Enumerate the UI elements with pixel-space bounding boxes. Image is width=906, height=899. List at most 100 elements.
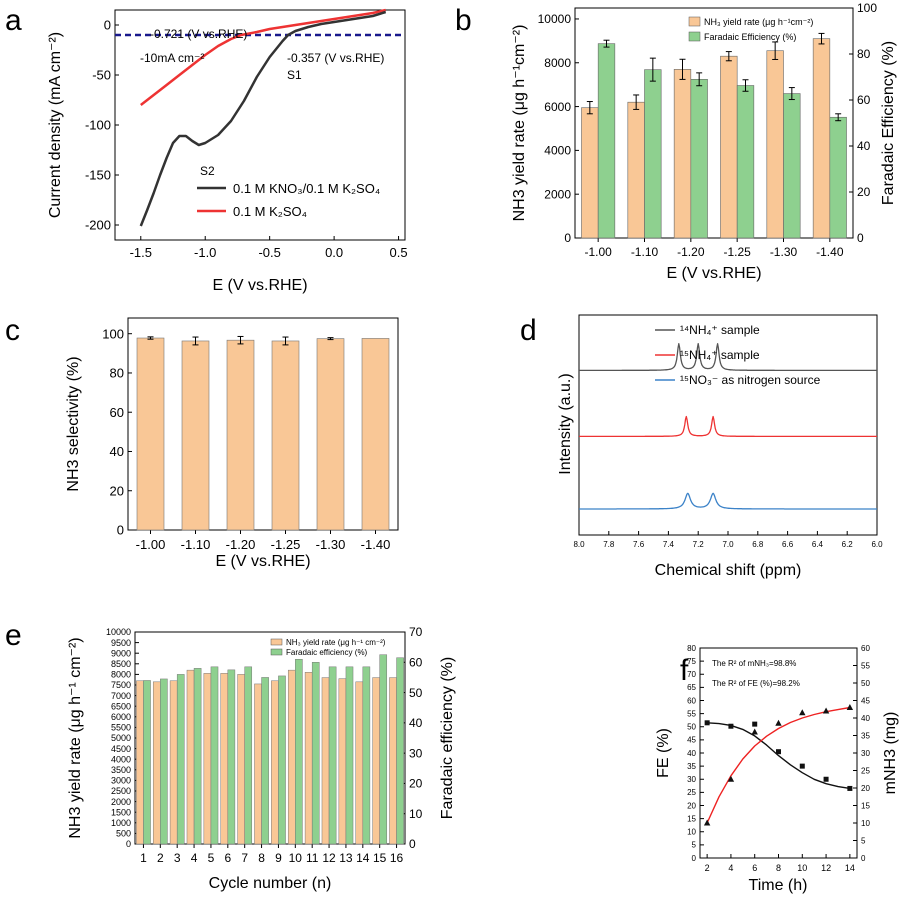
chart-e-legend-swatch-0 [270,638,283,646]
chart-c-x-tick-label: -1.20 [226,537,256,552]
chart-c-bar [316,338,345,531]
chart-a-y-tick-label: -200 [85,218,111,233]
chart-b-bar-yield [812,38,831,239]
chart-a-x-tick-label: 0.5 [390,245,408,260]
chart-d: 8.0 7.8 7.6 7.4 7.2 7.0 6.8 6.6 6.4 6.2 6.0 Chemic… [557,314,883,579]
chart-d-x-tick-label: 6.8 [752,540,764,549]
chart-e-bar-fe [244,666,253,845]
chart-f-y-tick-label: 70 [687,670,696,679]
chart-b-y-right-tick-label: 60 [857,93,871,107]
chart-e-bar-yield [152,681,161,845]
chart-d-xlabel: Chemical shift (ppm) [655,562,802,579]
chart-c-x-tick-label: -1.40 [361,537,391,552]
chart-a-annotation-0721: -0.721 (V vs.RHE) [150,27,247,41]
chart-c-x-tick-label: -1.30 [316,537,346,552]
chart-e-bar-fe [143,680,151,845]
chart-d-x-tick-label: 6.4 [812,540,824,549]
chart-f-point-fe [752,721,758,727]
chart-d-x-tick-label: 6.2 [842,540,854,549]
chart-e-x-tick-label: 9 [275,851,282,865]
chart-a: 0 -50 -100 -150 -200 -1.5 -1.0 -0.5 0.0 0.5 E (V … [47,8,408,294]
chart-e: 0500100015002000250030003500400045005000… [67,625,456,892]
chart-b-x-tick-label: -1.30 [770,245,798,259]
chart-d-x-tick-label: 7.4 [663,540,675,549]
chart-e-bar-yield [220,673,229,845]
chart-c-x-tick-label: -1.00 [136,537,166,552]
chart-b-bar-yield [627,101,645,239]
chart-a-xlabel: E (V vs.RHE) [212,277,307,294]
panel-label-d: d [520,314,537,347]
chart-f-y-right-tick-label: 35 [861,731,870,740]
chart-c-ylabel: NH3 selectivity (%) [65,356,82,491]
chart-f-y-tick-label: 75 [687,657,696,666]
chart-d-legend-label-2: ¹⁵NO₃⁻ as nitrogen source [680,373,821,387]
chart-e-bar-yield [136,680,144,845]
chart-e-y-right-tick-label: 10 [409,807,423,821]
chart-d-legend-label-1: ¹⁵NH₄⁺ sample [680,348,760,362]
chart-f-annotation-r2-mnh3: The R² of mNH₃=98.8% [712,659,796,668]
chart-e-bar-yield [338,678,347,845]
chart-e-bar-yield [203,673,212,845]
chart-e-bar-fe [311,662,320,845]
chart-e-y-tick-label: 2000 [111,797,131,807]
chart-e-bar-fe [295,659,303,845]
chart-a-y-tick-label: -50 [92,68,111,83]
chart-a-y-tick-label: 0 [104,18,111,33]
chart-b-legend-swatch-0 [688,16,701,27]
chart-f-y-right-tick-label: 45 [861,696,870,705]
chart-c-x-tick-label: -1.10 [181,537,211,552]
chart-b-xlabel: E (V vs.RHE) [666,265,761,282]
chart-e-bar-yield [169,680,178,845]
chart-f-x-tick-label: 10 [797,863,807,873]
chart-e-y-tick-label: 1500 [111,807,131,817]
chart-b-legend-swatch-1 [688,31,701,42]
chart-e-y-tick-label: 5500 [111,723,131,733]
chart-e-bar-fe [328,666,337,845]
chart-e-xlabel: Cycle number (n) [209,875,332,892]
chart-c-y-tick-label: 80 [110,366,124,381]
chart-c-x-tick-label: -1.25 [271,537,301,552]
chart-a-y-tick-label: -150 [85,168,111,183]
chart-e-x-tick-label: 7 [241,851,248,865]
chart-a-annotation-10ma: -10mA cm⁻² [140,51,204,65]
chart-e-x-tick-label: 1 [140,851,147,865]
chart-e-bar-yield [372,677,380,845]
chart-d-x-tick-label: 7.8 [603,540,615,549]
chart-b-y-right-tick-label: 100 [857,1,877,15]
chart-e-legend-label-1: Faradaic efficiency (%) [286,648,368,657]
chart-e-marks: 0500100015002000250030003500400045005000… [106,625,423,865]
chart-e-y-tick-label: 4500 [111,744,131,754]
chart-e-ylabel: NH3 yield rate (μg h⁻¹ cm⁻²) [67,637,84,838]
chart-a-annotation-s1: S1 [287,68,302,82]
chart-a-annotation-s2: S2 [200,164,215,178]
chart-f-point-fe [728,723,734,729]
chart-f-y-tick-label: 25 [687,788,696,797]
chart-b-x-tick-label: -1.20 [677,245,705,259]
chart-c-y-tick-label: 100 [102,326,124,341]
chart-e-y-tick-label: 0 [126,839,131,849]
chart-b-y-tick-label: 0 [564,231,571,245]
chart-d-series-line [579,342,877,372]
chart-f-y-right-tick-label: 0 [861,854,866,863]
panel-label-b: b [455,4,472,37]
chart-b-bar-fe [597,43,616,239]
chart-f-point-fe [799,763,805,769]
chart-b-y-tick-label: 10000 [538,12,572,26]
chart-a-legend: 0.1 M KNO₃/0.1 M K₂SO₄ 0.1 M K₂SO₄ [197,181,380,219]
chart-b-ylabel-right: Faradaic Efficiency (%) [880,41,897,205]
chart-e-x-tick-label: 3 [174,851,181,865]
chart-e-bar-yield [254,683,262,845]
chart-d-series-line [579,415,877,438]
chart-b-bar-yield [766,50,784,239]
chart-f-y-right-tick-label: 40 [861,714,870,723]
chart-e-bar-fe [362,666,371,845]
chart-c-bar [136,337,165,531]
chart-c-bar [361,338,390,531]
chart-f-point-fe [704,720,710,726]
chart-e-bar-fe [278,675,286,845]
chart-a-marks: 0 -50 -100 -150 -200 -1.5 -1.0 -0.5 0.0 0.5 [85,8,408,260]
chart-a-series-line [140,8,386,106]
chart-e-y-right-tick-label: 70 [409,625,423,639]
chart-e-x-tick-label: 5 [208,851,215,865]
